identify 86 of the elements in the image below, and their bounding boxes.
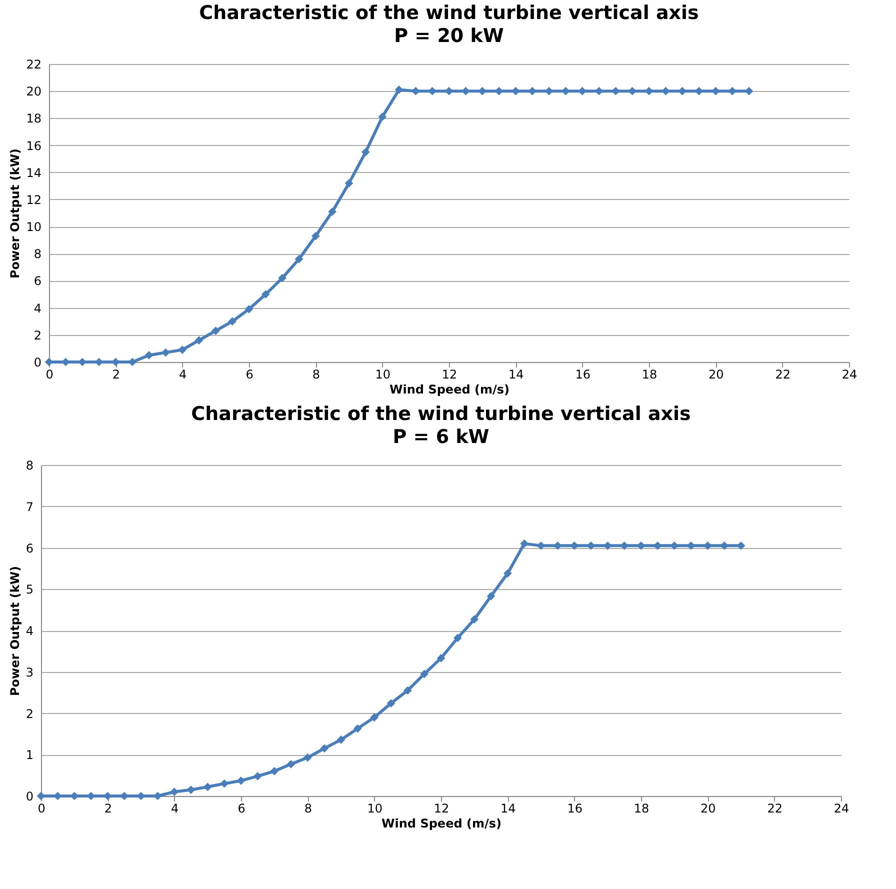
point xyxy=(336,736,346,744)
point xyxy=(144,351,154,360)
point xyxy=(286,760,296,768)
x-tick-label: 20 xyxy=(700,802,716,816)
y-tick-label: 0 xyxy=(34,356,42,370)
x-tick-label: 12 xyxy=(442,368,458,382)
y-axis-title: Power Output (kW) xyxy=(8,148,22,279)
chart-title: Characteristic of the wind turbine vertical axis xyxy=(199,2,699,24)
x-tick-label: 6 xyxy=(238,802,246,816)
point xyxy=(294,254,304,264)
x-tick-label: 10 xyxy=(367,802,382,816)
point xyxy=(194,336,204,345)
point xyxy=(344,179,354,188)
x-tick-label: 24 xyxy=(834,802,850,816)
point xyxy=(453,634,462,642)
x-tick-label: 22 xyxy=(775,368,790,382)
point xyxy=(311,232,320,240)
y-tick-label: 8 xyxy=(26,458,34,472)
point xyxy=(270,766,279,776)
y-tick-label: 7 xyxy=(26,500,34,514)
x-tick-label: 12 xyxy=(434,802,450,816)
y-tick-label: 4 xyxy=(34,301,42,316)
point xyxy=(370,713,379,722)
y-tick-label: 6 xyxy=(26,541,34,556)
x-axis-title: Wind Speed (m/s) xyxy=(382,816,502,830)
y-tick-label: 4 xyxy=(26,624,34,638)
x-tick-label: 4 xyxy=(171,802,179,816)
x-tick-label: 20 xyxy=(708,368,724,382)
x-tick-label: 22 xyxy=(767,802,782,816)
point xyxy=(486,592,496,600)
x-tick-label: 2 xyxy=(112,368,120,382)
x-axis-title: Wind Speed (m/s) xyxy=(390,382,510,396)
chart-title: Characteristic of the wind turbine vertical axis xyxy=(191,403,691,425)
y-tick-label: 18 xyxy=(26,112,42,126)
x-tick-label: 18 xyxy=(642,368,658,382)
point xyxy=(303,753,312,762)
point xyxy=(236,776,246,785)
x-tick-label: 6 xyxy=(246,368,254,382)
x-tick-label: 16 xyxy=(575,368,590,382)
point xyxy=(261,290,270,298)
point xyxy=(420,670,429,678)
y-tick-label: 12 xyxy=(26,192,42,207)
x-tick-label: 2 xyxy=(104,802,112,816)
point xyxy=(378,112,387,122)
point xyxy=(228,317,237,326)
chart-subtitle: P = 20 kW xyxy=(394,25,504,47)
y-axis-title: Power Output (kW) xyxy=(8,566,22,696)
point xyxy=(244,304,254,314)
x-tick-label: 18 xyxy=(634,802,650,816)
y-tick-label: 0 xyxy=(26,790,34,804)
point xyxy=(361,148,370,156)
y-tick-label: 1 xyxy=(26,748,34,762)
y-tick-label: 14 xyxy=(26,166,42,180)
x-tick-label: 10 xyxy=(375,368,390,382)
point xyxy=(186,786,196,794)
point xyxy=(178,346,187,354)
y-tick-label: 3 xyxy=(26,665,34,680)
y-tick-label: 2 xyxy=(34,328,42,342)
point xyxy=(353,724,362,733)
x-tick-label: 0 xyxy=(46,368,54,382)
point xyxy=(328,207,337,216)
point xyxy=(320,744,329,753)
x-tick-label: 4 xyxy=(179,368,187,382)
chart-subtitle: P = 6 kW xyxy=(392,426,490,448)
y-tick-label: 6 xyxy=(34,274,42,288)
y-tick-label: 8 xyxy=(34,247,42,262)
point xyxy=(386,699,396,708)
y-tick-label: 10 xyxy=(26,220,42,234)
x-tick-label: 14 xyxy=(500,802,516,816)
point xyxy=(253,772,262,780)
y-tick-label: 16 xyxy=(26,138,42,153)
y-tick-label: 2 xyxy=(26,706,34,721)
x-tick-label: 24 xyxy=(842,368,858,382)
point xyxy=(278,274,287,282)
point xyxy=(211,326,220,336)
y-tick-label: 20 xyxy=(26,84,42,99)
x-tick-label: 14 xyxy=(508,368,524,382)
y-tick-label: 22 xyxy=(26,58,42,72)
x-tick-label: 16 xyxy=(567,802,582,816)
x-tick-label: 8 xyxy=(312,368,320,382)
x-tick-label: 8 xyxy=(304,802,312,816)
point xyxy=(503,569,512,578)
point xyxy=(403,686,412,695)
point xyxy=(436,654,446,662)
point xyxy=(470,615,479,624)
y-tick-label: 5 xyxy=(26,582,34,597)
